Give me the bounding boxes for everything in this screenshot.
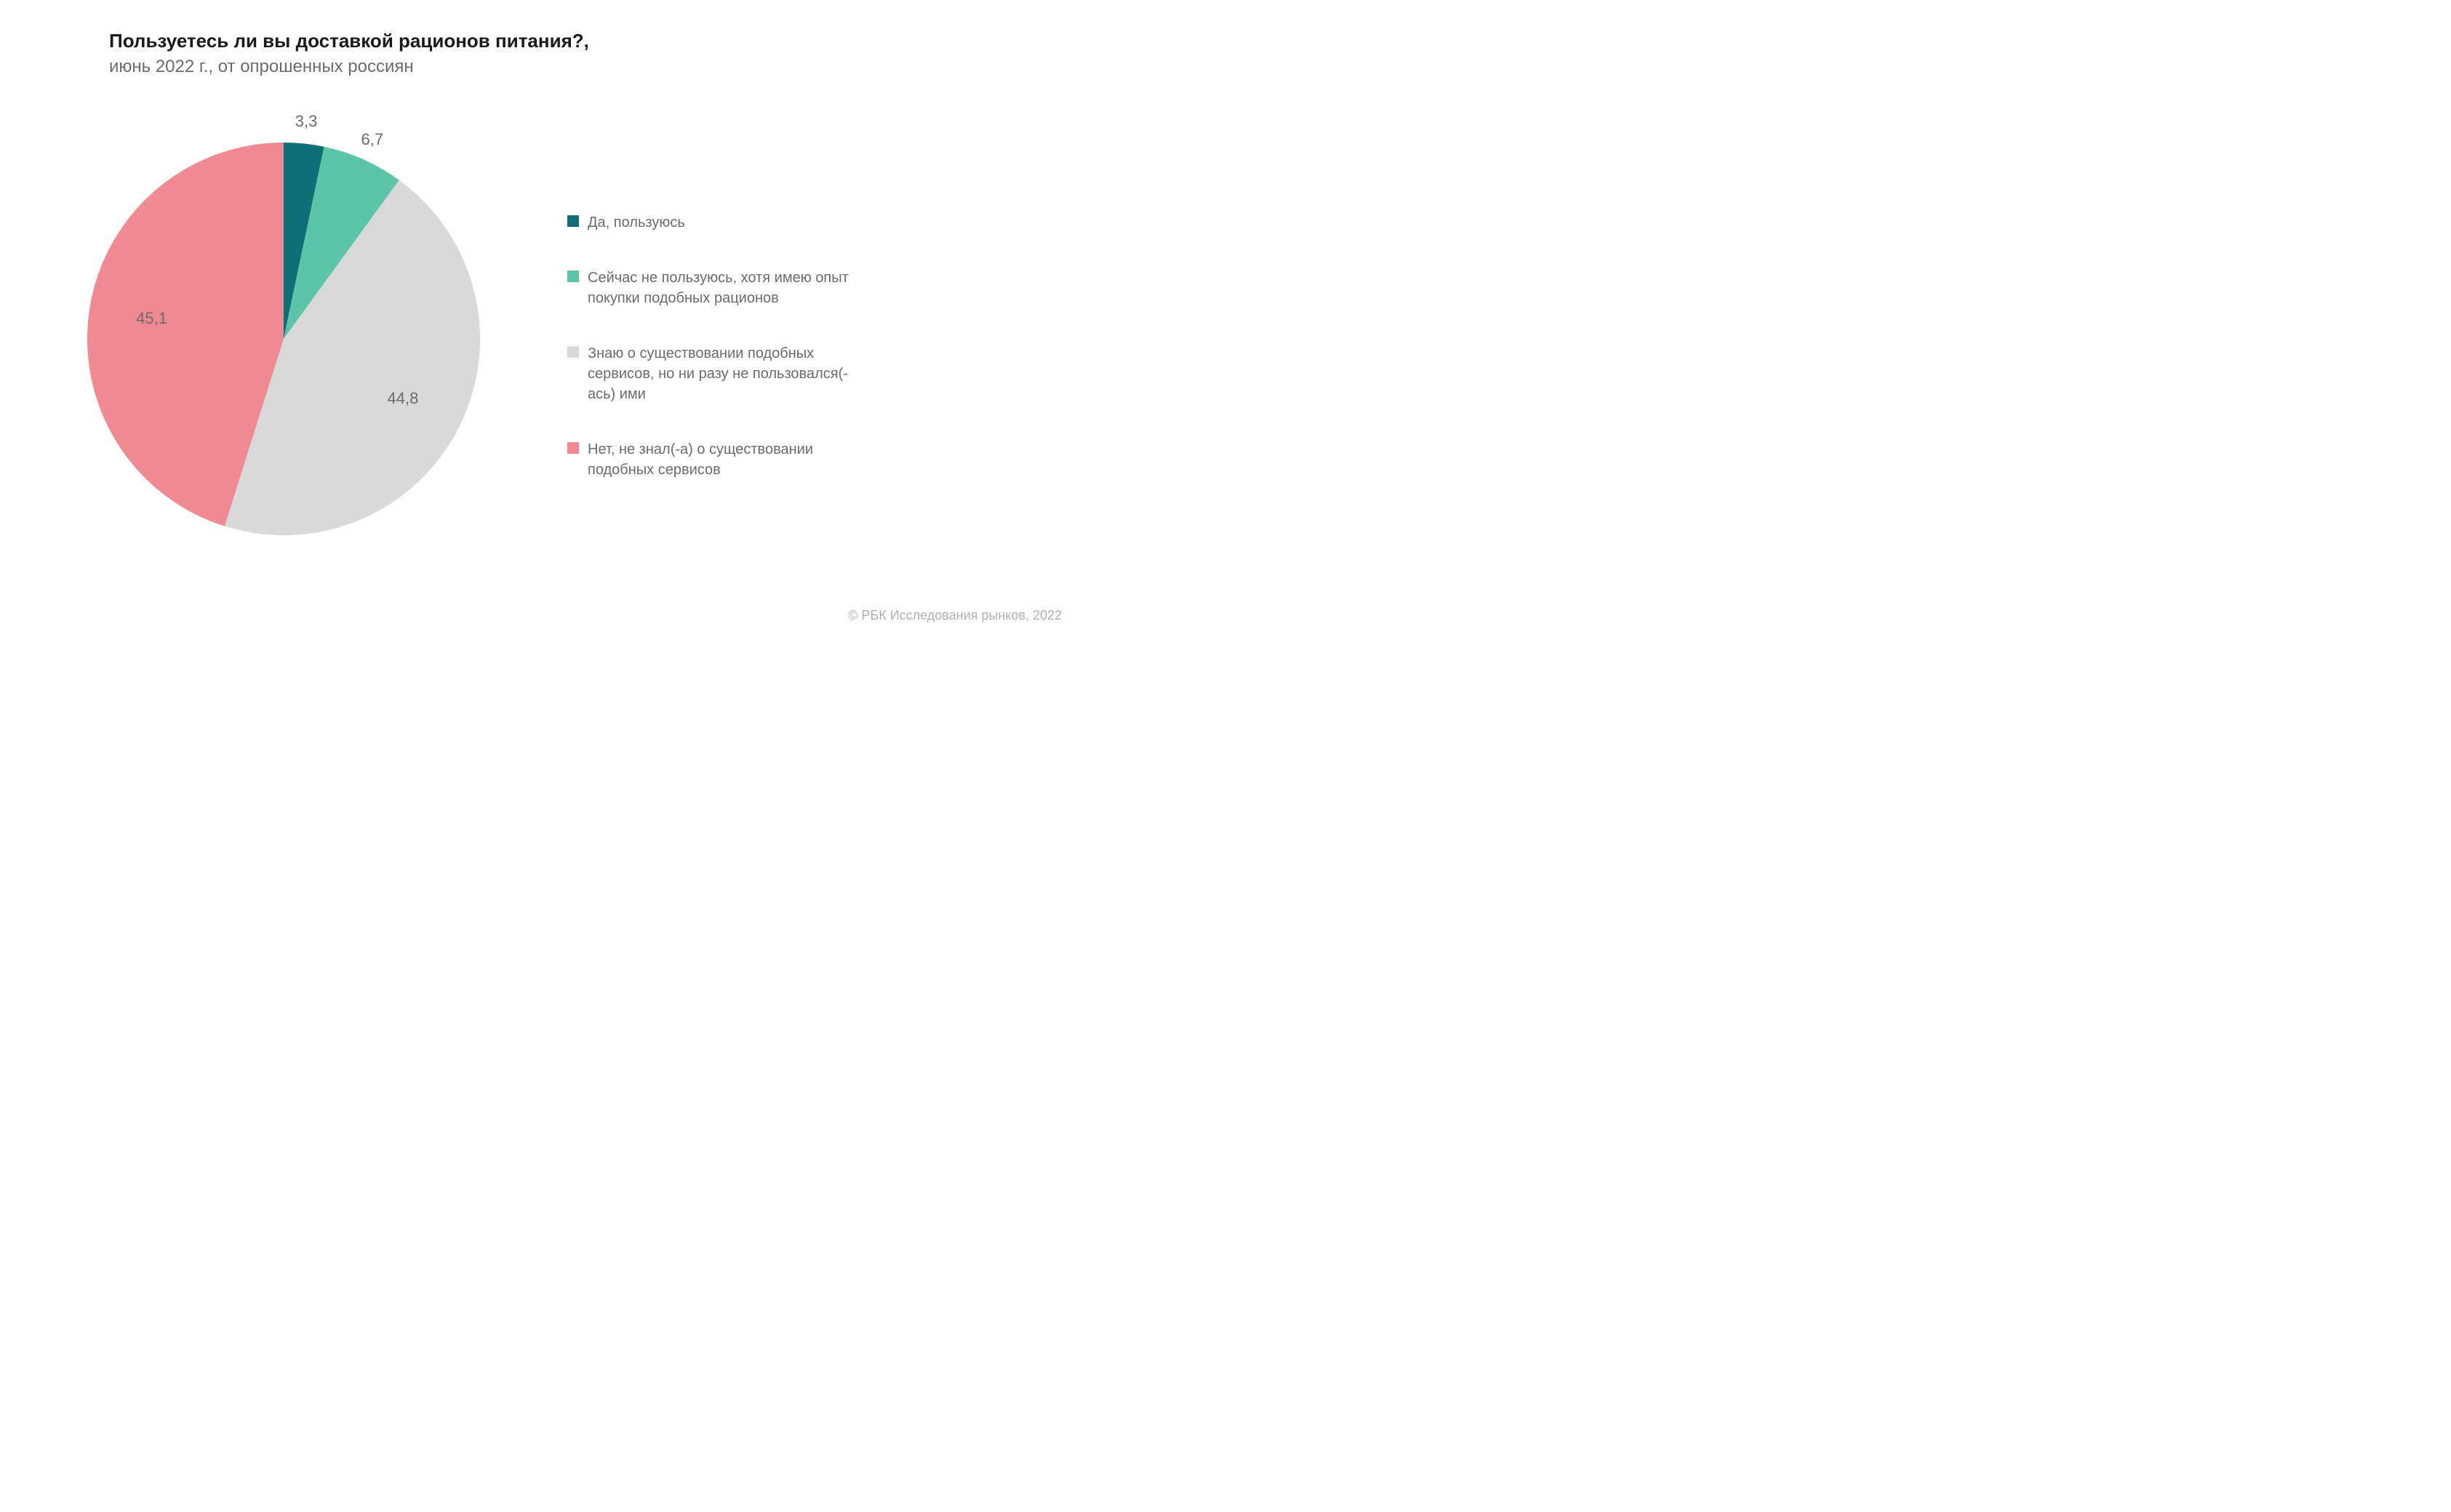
legend-item-0: Да, пользуюсь xyxy=(567,212,873,233)
slice-label-3: 45,1 xyxy=(136,309,167,328)
legend-item-1: Сейчас не пользуюсь, хотя имею опыт поку… xyxy=(567,268,873,308)
slice-label-2: 44,8 xyxy=(388,389,419,408)
legend-item-2: Знаю о существовании подобных сервисов, … xyxy=(567,343,873,404)
chart-header: Пользуетесь ли вы доставкой рационов пит… xyxy=(44,29,1062,77)
chart-credit: © РБК Исследования рынков, 2022 xyxy=(44,608,1062,623)
legend-text-1: Сейчас не пользуюсь, хотя имею опыт поку… xyxy=(588,268,873,308)
legend-text-3: Нет, не знал(-а) о существовании подобны… xyxy=(588,439,873,480)
chart-title: Пользуетесь ли вы доставкой рационов пит… xyxy=(109,29,1062,54)
chart-body: 3,3 6,7 44,8 45,1 Да, пользуюсь Сейчас не по… xyxy=(44,99,1062,579)
pie-chart xyxy=(44,99,524,579)
legend-item-3: Нет, не знал(-а) о существовании подобны… xyxy=(567,439,873,480)
chart-subtitle: июнь 2022 г., от опрошенных россиян xyxy=(109,57,1062,77)
legend-swatch-1 xyxy=(567,271,579,282)
pie-wrapper: 3,3 6,7 44,8 45,1 xyxy=(44,99,524,579)
slice-label-0: 3,3 xyxy=(295,112,318,131)
legend-swatch-3 xyxy=(567,442,579,454)
legend-text-2: Знаю о существовании подобных сервисов, … xyxy=(588,343,873,404)
slice-label-1: 6,7 xyxy=(361,130,384,149)
legend-swatch-0 xyxy=(567,215,579,227)
legend: Да, пользуюсь Сейчас не пользуюсь, хотя и… xyxy=(567,198,873,480)
chart-container: Пользуетесь ли вы доставкой рационов пит… xyxy=(44,29,1062,623)
legend-text-0: Да, пользуюсь xyxy=(588,212,685,233)
legend-swatch-2 xyxy=(567,346,579,358)
